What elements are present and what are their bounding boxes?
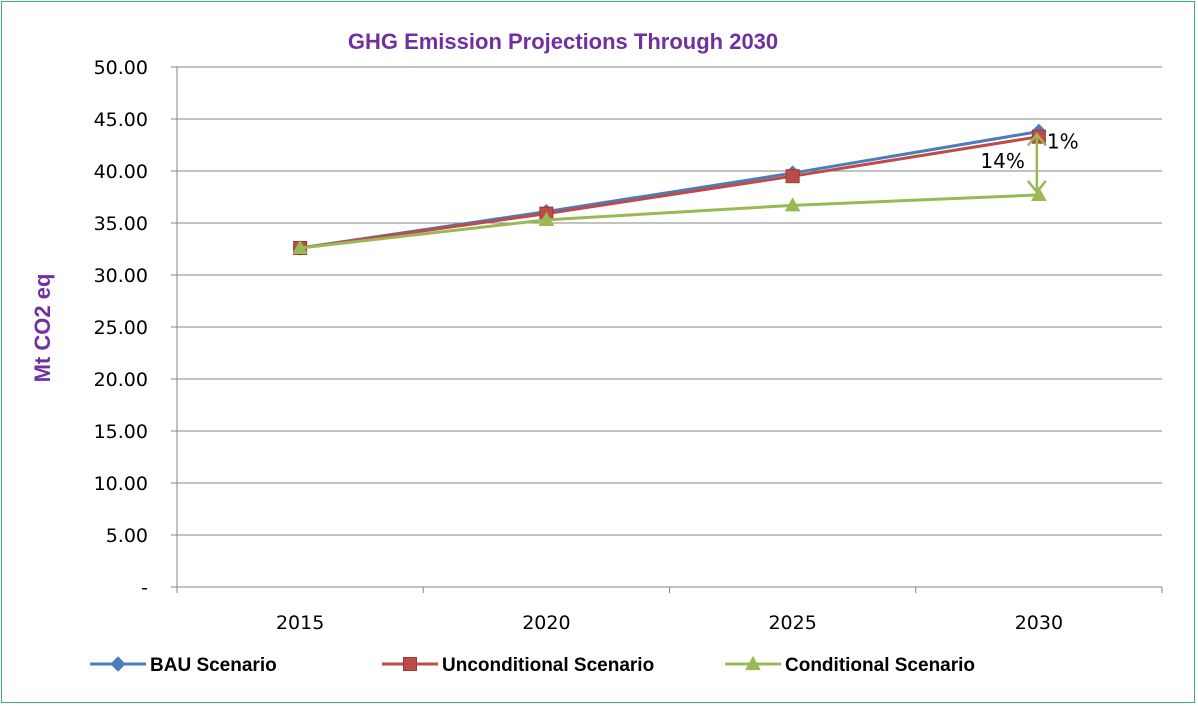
chart-title: GHG Emission Projections Through 2030 bbox=[348, 29, 778, 54]
x-tick-label: 2025 bbox=[768, 612, 816, 634]
y-tick-label: 5.00 bbox=[106, 525, 148, 547]
annotation-label: 1% bbox=[1047, 130, 1079, 154]
data-point bbox=[292, 239, 308, 255]
series-line bbox=[299, 135, 1040, 250]
x-tick-label: 2030 bbox=[1015, 612, 1063, 634]
x-tick-label: 2020 bbox=[522, 612, 570, 634]
legend-item: Unconditional Scenario bbox=[382, 655, 654, 676]
legend: BAU Scenario Unconditional Scenario Condit… bbox=[90, 655, 975, 676]
x-tick-labels: 2015 2020 2025 2030 bbox=[276, 612, 1063, 634]
x-tick-label: 2015 bbox=[276, 612, 324, 634]
data-point bbox=[784, 197, 801, 212]
y-tick-labels: - 5.00 10.00 15.00 20.00 25.00 30.00 35.00 40.00… bbox=[94, 57, 148, 599]
y-tick-label: 20.00 bbox=[94, 369, 148, 391]
legend-item: Conditional Scenario bbox=[725, 655, 975, 676]
axes bbox=[171, 66, 1163, 593]
gridlines bbox=[177, 66, 1162, 536]
data-point bbox=[785, 169, 800, 184]
data-point bbox=[1031, 186, 1047, 202]
legend-item: BAU Scenario bbox=[90, 655, 277, 676]
annotation-label: 14% bbox=[980, 149, 1024, 173]
series-triangle bbox=[292, 186, 1047, 255]
legend-marker bbox=[403, 657, 417, 671]
annotations: 1% 14% bbox=[980, 130, 1079, 194]
legend-marker bbox=[110, 656, 126, 672]
legend-label: BAU Scenario bbox=[150, 655, 277, 676]
series-group bbox=[292, 123, 1047, 256]
legend-label: Unconditional Scenario bbox=[442, 655, 654, 676]
y-tick-label: 50.00 bbox=[94, 57, 148, 79]
y-tick-label: 10.00 bbox=[94, 473, 148, 495]
legend-marker bbox=[745, 655, 761, 671]
y-tick-label: 40.00 bbox=[94, 161, 148, 183]
y-axis-label: Mt CO2 eq bbox=[30, 274, 55, 383]
data-point bbox=[538, 211, 555, 226]
y-tick-label: 45.00 bbox=[94, 109, 148, 131]
legend-label: Conditional Scenario bbox=[785, 655, 975, 676]
y-tick-label: 30.00 bbox=[94, 265, 148, 287]
y-tick-label: - bbox=[141, 577, 148, 599]
series-line bbox=[299, 130, 1040, 250]
series-line bbox=[299, 193, 1039, 250]
annotation-arrow-head bbox=[1026, 132, 1047, 147]
y-tick-label: 25.00 bbox=[94, 317, 148, 339]
annotation-arrow-head bbox=[1026, 180, 1047, 194]
y-tick-label: 15.00 bbox=[94, 421, 148, 443]
y-tick-label: 35.00 bbox=[94, 213, 148, 235]
